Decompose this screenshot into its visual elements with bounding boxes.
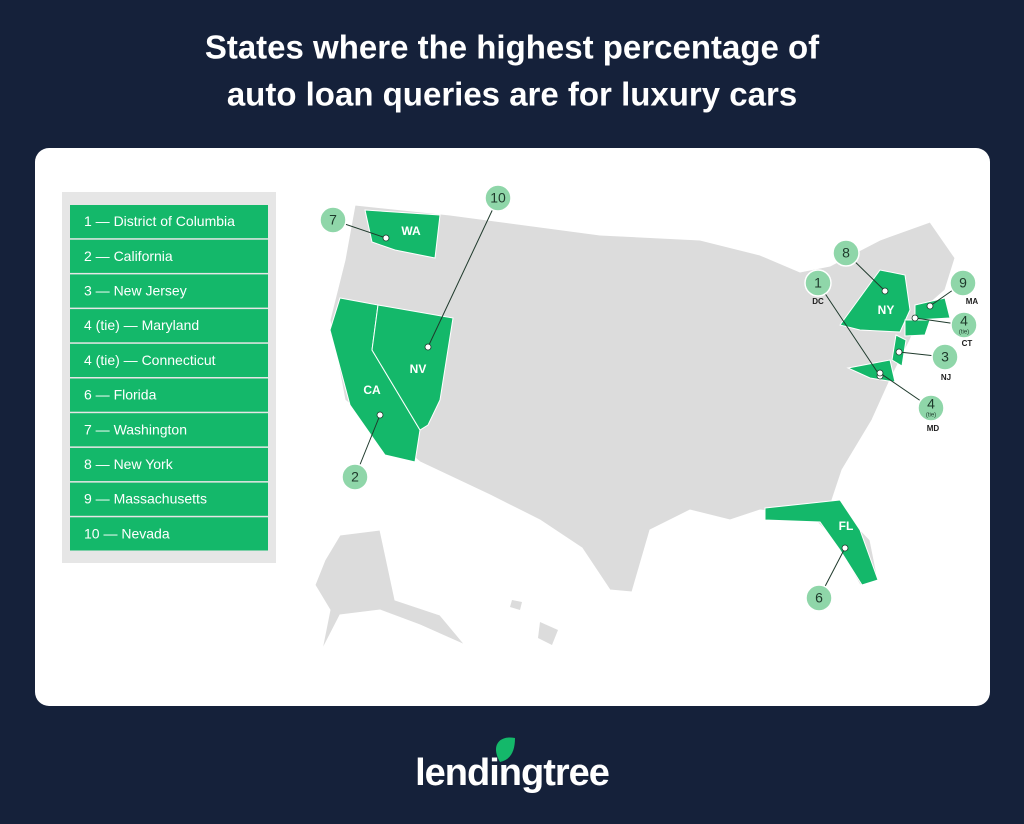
rank-number: 4 (960, 313, 968, 329)
rank-circle (931, 343, 959, 371)
rank-circle (341, 463, 369, 491)
ranking-row (70, 413, 268, 447)
marker: 6 FL (805, 519, 854, 612)
title-line: States where the highest percentage of (205, 29, 820, 66)
rank-number: 8 (842, 245, 850, 261)
marker: 4(tie) CT (911, 311, 978, 348)
state-ny (839, 269, 911, 333)
state-wa (364, 209, 441, 259)
ranking-text: 10 — Nevada (84, 525, 170, 541)
rank-number: 3 (941, 349, 949, 365)
ranking-text: 2 — California (84, 248, 173, 264)
ranking-row (70, 274, 268, 308)
rank-number: 7 (329, 212, 337, 228)
state-label: WA (401, 224, 421, 238)
marker: 9 MA (926, 269, 979, 310)
leader-line (817, 282, 881, 377)
state-label: FL (839, 519, 854, 533)
rank-note: (tie) (926, 413, 936, 419)
ranking-text: 6 — Florida (84, 387, 157, 403)
rank-number: 4 (927, 396, 935, 412)
marker-dot (424, 343, 432, 351)
state-label: CT (962, 339, 973, 348)
marker-dot (911, 314, 919, 322)
state-label: CA (363, 383, 381, 397)
hawaii (538, 622, 558, 645)
marker: 7 WA (319, 206, 421, 242)
logo: lendingtree (415, 737, 610, 794)
ranking-row (70, 447, 268, 482)
rank-number: 10 (490, 190, 506, 206)
ranking-text: 4 (tie) — Maryland (84, 317, 199, 333)
rank-number: 9 (959, 275, 967, 291)
ranking-text: 7 — Washington (84, 421, 187, 437)
ranking-row (70, 239, 268, 273)
ranking-row (70, 378, 268, 412)
hawaii (510, 600, 522, 610)
rank-circle (319, 206, 347, 234)
leader-line (427, 197, 499, 348)
rank-circle (832, 239, 860, 267)
rank-circle (484, 184, 512, 212)
marker: 3 NJ (895, 343, 959, 382)
ranking-text: 8 — New York (84, 456, 174, 472)
ranking-row (70, 343, 268, 377)
state-label: MA (966, 297, 979, 306)
ranking-text: 3 — New Jersey (84, 282, 187, 298)
marker-dot (376, 411, 384, 419)
rank-number: 1 (814, 275, 822, 291)
marker: 10 NV (410, 184, 512, 376)
marker-dot (382, 234, 390, 242)
state-label: MD (927, 424, 940, 433)
rank-circle (950, 311, 978, 339)
ranking-row (70, 309, 268, 343)
title-line: auto loan queries are for luxury cars (227, 76, 797, 113)
ranking-text: 1 — District of Columbia (84, 213, 235, 229)
state-ct (904, 319, 931, 337)
ranking-text: 4 (tie) — Connecticut (84, 352, 216, 368)
rank-circle (804, 269, 832, 297)
state-label: DC (812, 297, 824, 306)
alaska (314, 529, 466, 651)
logo-leaf (495, 737, 515, 762)
ranking-row (70, 517, 268, 551)
rank-number: 6 (815, 590, 823, 606)
marker-dot (841, 544, 849, 552)
marker: 1 DC (804, 269, 884, 380)
state-label: NV (410, 362, 427, 376)
marker: 8 NY (832, 239, 895, 317)
ranking-row (70, 482, 268, 516)
rank-note: (tie) (959, 330, 969, 336)
rank-circle (805, 584, 833, 612)
state-label: NY (878, 303, 895, 317)
rank-circle (949, 269, 977, 297)
marker-dot (876, 369, 884, 377)
state-label: NJ (941, 373, 951, 382)
ranking-text: 9 — Massachusetts (84, 491, 207, 507)
rank-number: 2 (351, 469, 359, 485)
marker-dot (881, 287, 889, 295)
logo-text: lendingtree (415, 752, 609, 794)
ranking-row (70, 205, 268, 239)
marker: 4(tie) MD (876, 369, 945, 433)
marker-dot (926, 302, 934, 310)
rank-circle (917, 394, 945, 422)
state-fl (764, 499, 879, 586)
marker-dot (895, 348, 903, 356)
marker: 2 CA (341, 383, 384, 491)
